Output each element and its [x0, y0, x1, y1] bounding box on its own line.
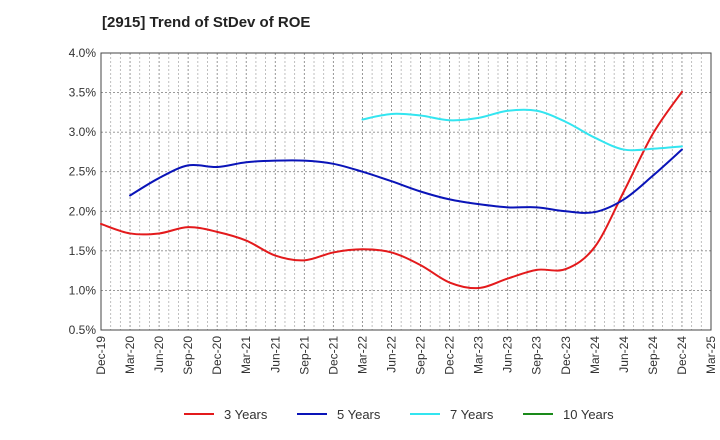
series-line-3-years [100, 90, 683, 290]
series-line-5-years [129, 148, 683, 214]
y-tick-label: 3.0% [69, 125, 97, 139]
x-tick-label: Mar-23 [472, 336, 486, 374]
x-tick-label: Jun-23 [501, 336, 515, 373]
x-tick-label: Dec-20 [210, 336, 224, 375]
x-tick-label: Mar-22 [355, 336, 369, 374]
chart-title: [2915] Trend of StDev of ROE [102, 14, 311, 31]
plot-area [101, 53, 711, 330]
legend-label: 3 Years [224, 407, 268, 422]
x-tick-label: Jun-22 [384, 336, 398, 373]
x-tick-label: Jun-24 [617, 336, 631, 373]
legend-label: 10 Years [563, 407, 614, 422]
y-tick-label: 3.5% [69, 86, 97, 100]
series-layer [100, 90, 683, 290]
y-tick-label: 1.5% [69, 244, 97, 258]
x-tick-label: Sep-21 [297, 336, 311, 375]
x-tick-label: Mar-24 [588, 336, 602, 374]
grid-layer [101, 53, 711, 330]
x-tick-label: Dec-19 [94, 336, 108, 375]
x-tick-label: Sep-23 [530, 336, 544, 375]
legend-label: 5 Years [337, 407, 381, 422]
x-tick-label: Dec-21 [326, 336, 340, 375]
y-tick-label: 0.5% [69, 323, 97, 337]
x-tick-label: Dec-23 [559, 336, 573, 375]
x-tick-label: Sep-20 [181, 336, 195, 375]
legend-item-3-years: 3 Years [184, 407, 268, 422]
y-tick-label: 2.0% [69, 204, 97, 218]
legend-label: 7 Years [450, 407, 494, 422]
x-tick-label: Jun-21 [268, 336, 282, 373]
x-tick-label: Mar-20 [123, 336, 137, 374]
x-tick-label: Sep-24 [646, 336, 660, 375]
legend-item-5-years: 5 Years [297, 407, 381, 422]
x-tick-label: Dec-24 [675, 336, 689, 375]
x-tick-label: Mar-25 [704, 336, 718, 374]
series-line-7-years [361, 108, 683, 152]
x-tick-label: Mar-21 [239, 336, 253, 374]
axis-layer: 0.5% 1.0% 1.5% 2.0% 2.5% 3.0% 3.5% 4.0% Dec-19 Ma… [69, 46, 718, 375]
y-tick-label: 1.0% [69, 283, 97, 297]
y-tick-label: 2.5% [69, 165, 97, 179]
y-tick-label: 4.0% [69, 46, 97, 60]
x-tick-label: Jun-20 [152, 336, 166, 373]
x-tick-label: Sep-22 [414, 336, 428, 375]
plot-border [100, 52, 712, 331]
legend-item-7-years: 7 Years [410, 407, 494, 422]
x-tick-label: Dec-22 [443, 336, 457, 375]
legend: 3 Years 5 Years 7 Years 10 Years [184, 407, 614, 422]
legend-item-10-years: 10 Years [523, 407, 614, 422]
